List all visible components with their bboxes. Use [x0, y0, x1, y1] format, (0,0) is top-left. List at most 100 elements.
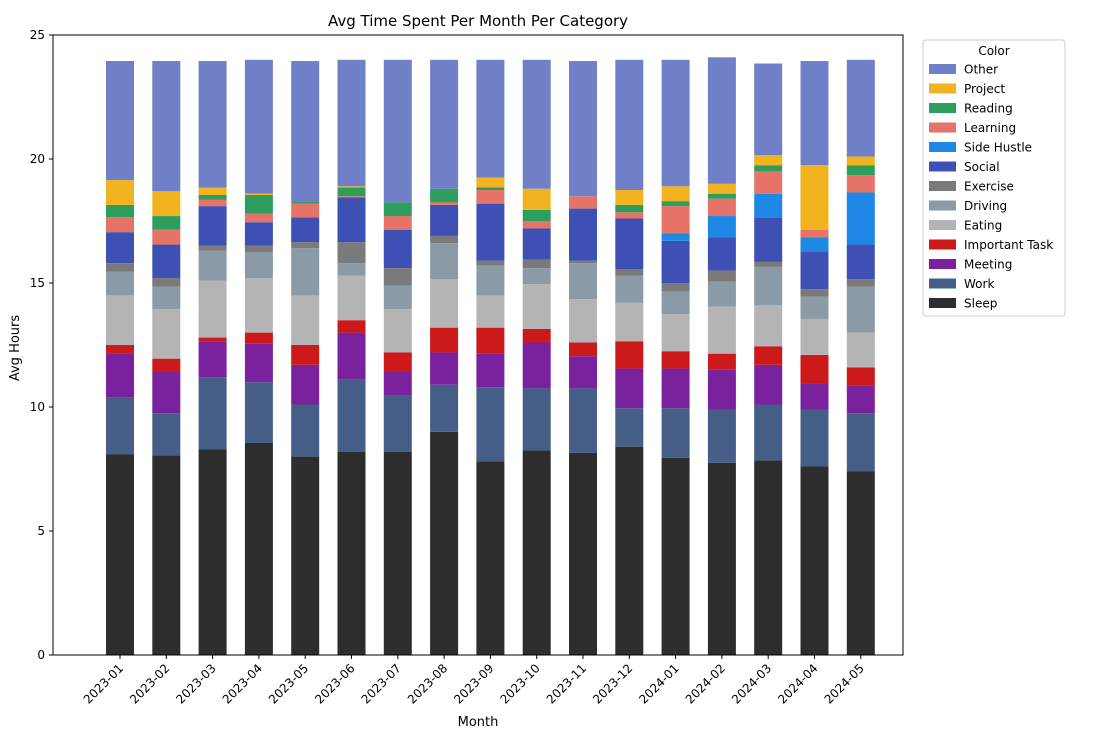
bar-segment-social-2023-12 — [615, 218, 644, 270]
bar-segment-sleep-2023-11 — [569, 452, 597, 655]
bar-segment-driving-2023-11 — [569, 263, 597, 300]
bar-segment-work-2023-02 — [152, 413, 181, 456]
bar-segment-social-2024-02 — [707, 237, 736, 271]
bar-segment-driving-2023-08 — [430, 243, 459, 280]
bar-segment-work-2023-03 — [198, 377, 227, 450]
bar-segment-eating-2024-02 — [707, 306, 736, 354]
bar-stack-2023-04 — [244, 59, 273, 655]
bar-segment-social-2023-04 — [244, 222, 273, 246]
legend-label-sleep: Sleep — [964, 297, 997, 311]
bar-segment-other-2023-09 — [476, 59, 505, 178]
bar-segment-meeting-2024-04 — [800, 383, 829, 410]
bar-segment-exercise-2023-05 — [291, 242, 320, 249]
bar-segment-important-task-2023-01 — [106, 345, 134, 354]
bar-stack-2023-02 — [152, 61, 181, 655]
bar-segment-sleep-2023-10 — [522, 450, 551, 655]
bar-segment-meeting-2023-02 — [152, 371, 181, 414]
bar-segment-reading-2023-02 — [152, 216, 181, 230]
bar-segment-important-task-2023-05 — [291, 345, 320, 365]
bar-segment-exercise-2023-07 — [383, 268, 412, 286]
bar-segment-meeting-2024-01 — [661, 368, 690, 409]
bar-segment-meeting-2023-12 — [615, 368, 644, 409]
bar-segment-learning-2024-05 — [846, 175, 875, 193]
bar-segment-work-2024-05 — [846, 413, 875, 472]
bar-segment-exercise-2023-01 — [106, 263, 134, 272]
bar-segment-other-2023-10 — [522, 59, 551, 189]
bar-segment-project-2023-06 — [337, 186, 366, 188]
bar-segment-eating-2024-05 — [846, 332, 875, 368]
y-tick-label: 5 — [37, 524, 45, 538]
bar-segment-learning-2023-06 — [337, 196, 366, 198]
bar-stack-2023-08 — [430, 59, 459, 655]
bar-segment-learning-2023-11 — [569, 196, 597, 209]
x-tick-label: 2024-01 — [636, 661, 681, 706]
bar-segment-driving-2023-01 — [106, 271, 134, 296]
bar-segment-work-2023-05 — [291, 404, 320, 457]
legend-swatch-side-hustle — [929, 142, 956, 152]
bar-segment-eating-2023-07 — [383, 309, 412, 353]
bar-segment-eating-2023-06 — [337, 275, 366, 321]
bar-segment-sleep-2023-09 — [476, 461, 505, 655]
bar-segment-exercise-2023-03 — [198, 245, 227, 251]
bar-stack-2024-03 — [754, 63, 783, 655]
bar-segment-eating-2023-02 — [152, 309, 181, 359]
bar-segment-meeting-2023-03 — [198, 341, 227, 378]
bar-segment-exercise-2023-08 — [430, 235, 459, 244]
x-tick-label: 2023-04 — [220, 661, 265, 706]
bar-segment-project-2023-09 — [476, 177, 505, 188]
bar-segment-eating-2023-04 — [244, 278, 273, 333]
bar-segment-sleep-2024-01 — [661, 457, 690, 655]
bar-segment-important-task-2024-02 — [707, 353, 736, 370]
bar-segment-project-2024-03 — [754, 155, 783, 166]
bar-segment-other-2023-03 — [198, 61, 227, 188]
bar-segment-reading-2024-01 — [661, 201, 690, 207]
bar-segment-reading-2023-08 — [430, 188, 459, 203]
bar-segment-driving-2023-02 — [152, 286, 181, 310]
bar-segment-other-2024-03 — [754, 63, 783, 156]
bar-segment-important-task-2023-03 — [198, 337, 227, 342]
legend: Color Other Project Reading Learning Side Hus… — [922, 39, 1066, 317]
bar-segment-driving-2023-12 — [615, 275, 644, 303]
bar-segment-meeting-2024-02 — [707, 369, 736, 410]
bar-segment-learning-2023-02 — [152, 229, 181, 245]
bar-segment-driving-2024-04 — [800, 296, 829, 319]
bar-segment-eating-2023-10 — [522, 284, 551, 329]
bar-segment-meeting-2023-06 — [337, 332, 366, 380]
bar-segment-learning-2024-02 — [707, 198, 736, 217]
bar-segment-reading-2023-05 — [291, 201, 320, 204]
bar-segment-side-hustle-2024-03 — [754, 193, 783, 218]
legend-label-exercise: Exercise — [964, 180, 1014, 194]
bar-segment-learning-2023-09 — [476, 190, 505, 204]
bar-stack-2023-07 — [383, 59, 412, 655]
legend-swatch-reading — [929, 103, 956, 113]
bar-segment-sleep-2024-04 — [800, 466, 829, 655]
y-tick-label: 20 — [30, 152, 45, 166]
bar-segment-driving-2023-10 — [522, 268, 551, 285]
bar-segment-sleep-2024-03 — [754, 460, 783, 655]
legend-label-meeting: Meeting — [964, 258, 1012, 272]
bar-segment-social-2023-03 — [198, 206, 227, 246]
bar-segment-other-2024-04 — [800, 61, 829, 166]
bar-segment-important-task-2024-05 — [846, 367, 875, 386]
bar-segment-meeting-2023-08 — [430, 352, 459, 385]
bar-segment-exercise-2023-06 — [337, 242, 366, 264]
bar-segment-eating-2024-04 — [800, 318, 829, 355]
bar-segment-work-2023-06 — [337, 379, 366, 452]
bar-segment-exercise-2023-12 — [615, 269, 644, 276]
bar-segment-project-2023-03 — [198, 187, 227, 195]
bar-segment-work-2023-12 — [615, 408, 644, 447]
y-tick-label: 25 — [30, 28, 45, 42]
bar-segment-social-2023-06 — [337, 197, 366, 243]
bar-segment-exercise-2024-04 — [800, 289, 829, 297]
bar-segment-social-2024-04 — [800, 252, 829, 290]
bar-segment-important-task-2023-10 — [522, 328, 551, 343]
bar-segment-important-task-2023-02 — [152, 358, 181, 372]
bar-segment-meeting-2023-09 — [476, 353, 505, 388]
legend-label-driving: Driving — [964, 199, 1007, 213]
bar-segment-other-2023-07 — [383, 59, 412, 203]
bar-segment-reading-2023-12 — [615, 204, 644, 213]
bar-segment-reading-2024-03 — [754, 165, 783, 172]
bar-segment-learning-2024-01 — [661, 206, 690, 234]
bar-stack-2023-11 — [569, 61, 597, 655]
bar-segment-eating-2023-09 — [476, 295, 505, 328]
